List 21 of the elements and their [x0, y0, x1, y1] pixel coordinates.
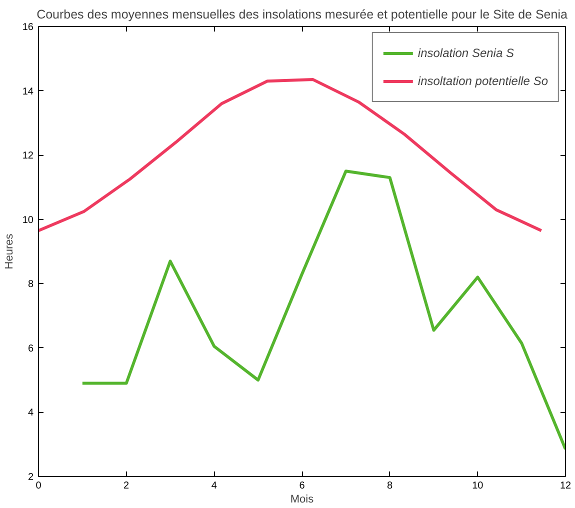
legend-label: insolation Senia S: [418, 46, 514, 60]
legend-label: insoltation potentielle So: [418, 74, 548, 88]
x-tick-label: 0: [36, 480, 42, 492]
x-tick-label: 6: [299, 480, 306, 492]
y-tick-label: 16: [22, 22, 34, 33]
y-tick-label: 2: [28, 472, 34, 483]
x-tick-label: 8: [387, 480, 394, 492]
y-tick-label: 12: [22, 150, 34, 162]
y-tick-label: 8: [28, 279, 34, 290]
y-tick-label: 14: [22, 86, 34, 98]
y-tick-label: 10: [22, 214, 34, 226]
x-tick-label: 10: [472, 480, 484, 492]
x-tick-label: 12: [560, 480, 572, 492]
line-series: [80, 170, 566, 451]
x-tick-label: 2: [124, 480, 130, 492]
y-tick-label: 4: [28, 408, 34, 419]
y-axis-title: Heures: [3, 233, 16, 270]
x-tick-label: 4: [211, 480, 218, 492]
x-axis-title: Mois: [290, 494, 314, 506]
y-tick-label: 6: [28, 343, 34, 354]
chart-title: Courbes des moyennes mensuelles des insolations mesurée et potentielle pour le Site de Senia: [36, 8, 568, 22]
